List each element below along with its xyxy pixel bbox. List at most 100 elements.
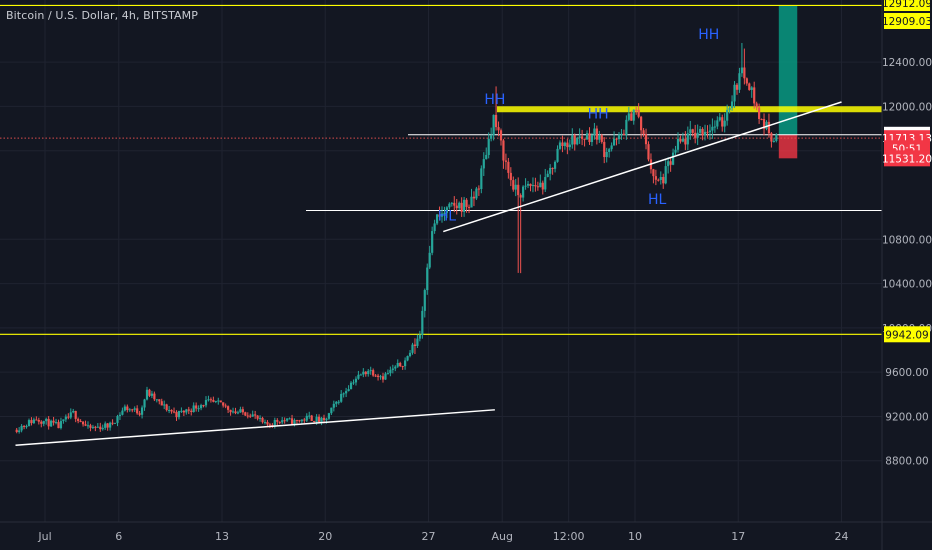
candle-up bbox=[718, 117, 721, 121]
candle-down bbox=[647, 144, 650, 160]
candle-down bbox=[465, 199, 468, 207]
candle-down bbox=[536, 186, 539, 188]
candle-up bbox=[335, 401, 338, 404]
candle-down bbox=[561, 142, 564, 147]
trend-lines[interactable] bbox=[15, 101, 842, 446]
candle-down bbox=[202, 405, 205, 407]
candle-up bbox=[349, 382, 353, 390]
time-tick-label: 12:00 bbox=[553, 530, 585, 543]
candle-down bbox=[529, 183, 532, 187]
candle-down bbox=[106, 423, 109, 428]
candle-down bbox=[499, 130, 503, 141]
candle-up bbox=[689, 129, 692, 134]
candle-up bbox=[123, 406, 126, 411]
time-tick-label: Jul bbox=[37, 530, 51, 543]
candle-down bbox=[364, 371, 367, 375]
candle-down bbox=[467, 206, 471, 208]
candle-down bbox=[372, 370, 375, 376]
candle-up bbox=[431, 231, 434, 253]
candle-down bbox=[494, 114, 498, 128]
candle-down bbox=[640, 116, 643, 131]
candle-up bbox=[337, 401, 340, 403]
candle-down bbox=[148, 389, 151, 396]
candle-up bbox=[571, 135, 574, 145]
candle-up bbox=[180, 410, 183, 412]
candle-up bbox=[490, 135, 493, 139]
horizontal-levels[interactable] bbox=[0, 4, 882, 335]
candle-down bbox=[47, 418, 50, 427]
candle-up bbox=[96, 426, 99, 428]
candle-down bbox=[52, 420, 55, 423]
candle-up bbox=[416, 338, 419, 346]
candle-up bbox=[300, 419, 303, 422]
candle-down bbox=[735, 84, 739, 90]
candle-down bbox=[669, 161, 672, 165]
candle-up bbox=[676, 138, 680, 150]
candle-up bbox=[32, 419, 36, 424]
candle-up bbox=[379, 376, 382, 378]
candle-up bbox=[369, 370, 372, 372]
candle-up bbox=[273, 419, 276, 426]
candle-down bbox=[229, 409, 232, 413]
candle-up bbox=[315, 416, 318, 423]
candle-down bbox=[684, 138, 687, 145]
price-tick-label: 12000.00 bbox=[882, 101, 932, 113]
candle-up bbox=[765, 121, 768, 129]
price-tag-sup bbox=[884, 326, 930, 343]
candle-up bbox=[281, 420, 284, 423]
candle-down bbox=[158, 399, 161, 402]
candle-up bbox=[716, 120, 719, 127]
candle-down bbox=[136, 408, 139, 414]
candle-down bbox=[57, 422, 60, 429]
candle-down bbox=[94, 426, 97, 428]
candle-down bbox=[758, 107, 761, 119]
candle-up bbox=[671, 152, 675, 165]
candle-up bbox=[458, 202, 461, 209]
candle-up bbox=[86, 425, 90, 427]
candle-up bbox=[445, 207, 449, 213]
candle-up bbox=[696, 132, 699, 138]
candle-up bbox=[659, 176, 662, 180]
candle-up bbox=[192, 405, 195, 413]
candle-down bbox=[131, 409, 134, 411]
candle-up bbox=[708, 130, 712, 133]
candle-down bbox=[187, 409, 190, 411]
price-axis-labels: 8800.009200.009600.0010000.0010400.00108… bbox=[882, 57, 932, 468]
candle-up bbox=[59, 421, 63, 429]
candle-up bbox=[345, 391, 348, 394]
candle-down bbox=[762, 119, 766, 129]
pattern-label: HL bbox=[648, 192, 667, 208]
candle-down bbox=[694, 132, 697, 138]
price-tags: 12912.0912909.0311743.7511713.1350:51115… bbox=[882, 0, 932, 343]
candle-up bbox=[143, 399, 146, 408]
long-term-trendline bbox=[15, 409, 495, 446]
candle-up bbox=[288, 418, 291, 420]
candle-down bbox=[755, 103, 758, 108]
candle-up bbox=[418, 335, 421, 339]
candle-up bbox=[263, 422, 267, 424]
candle-down bbox=[15, 429, 18, 433]
candle-up bbox=[775, 134, 778, 141]
candle-up bbox=[394, 366, 397, 369]
candle-down bbox=[241, 409, 244, 413]
pattern-label: HL bbox=[438, 208, 457, 224]
candle-up bbox=[463, 199, 466, 212]
candle-down bbox=[74, 410, 77, 419]
candle-down bbox=[283, 420, 286, 422]
price-tick-label: 9200.00 bbox=[885, 411, 928, 423]
candle-up bbox=[612, 138, 616, 146]
candle-up bbox=[514, 184, 517, 190]
candle-up bbox=[605, 151, 608, 158]
candle-up bbox=[251, 414, 254, 417]
candle-up bbox=[470, 196, 473, 208]
time-tick-label: 20 bbox=[318, 530, 332, 543]
candle-up bbox=[703, 131, 707, 136]
candle-up bbox=[330, 407, 333, 414]
candle-down bbox=[581, 136, 584, 139]
time-tick-label: 24 bbox=[835, 530, 849, 543]
candle-down bbox=[40, 421, 43, 424]
candle-down bbox=[644, 134, 648, 145]
candle-down bbox=[622, 133, 626, 135]
price-tag-text: 12909.03 bbox=[882, 16, 932, 28]
